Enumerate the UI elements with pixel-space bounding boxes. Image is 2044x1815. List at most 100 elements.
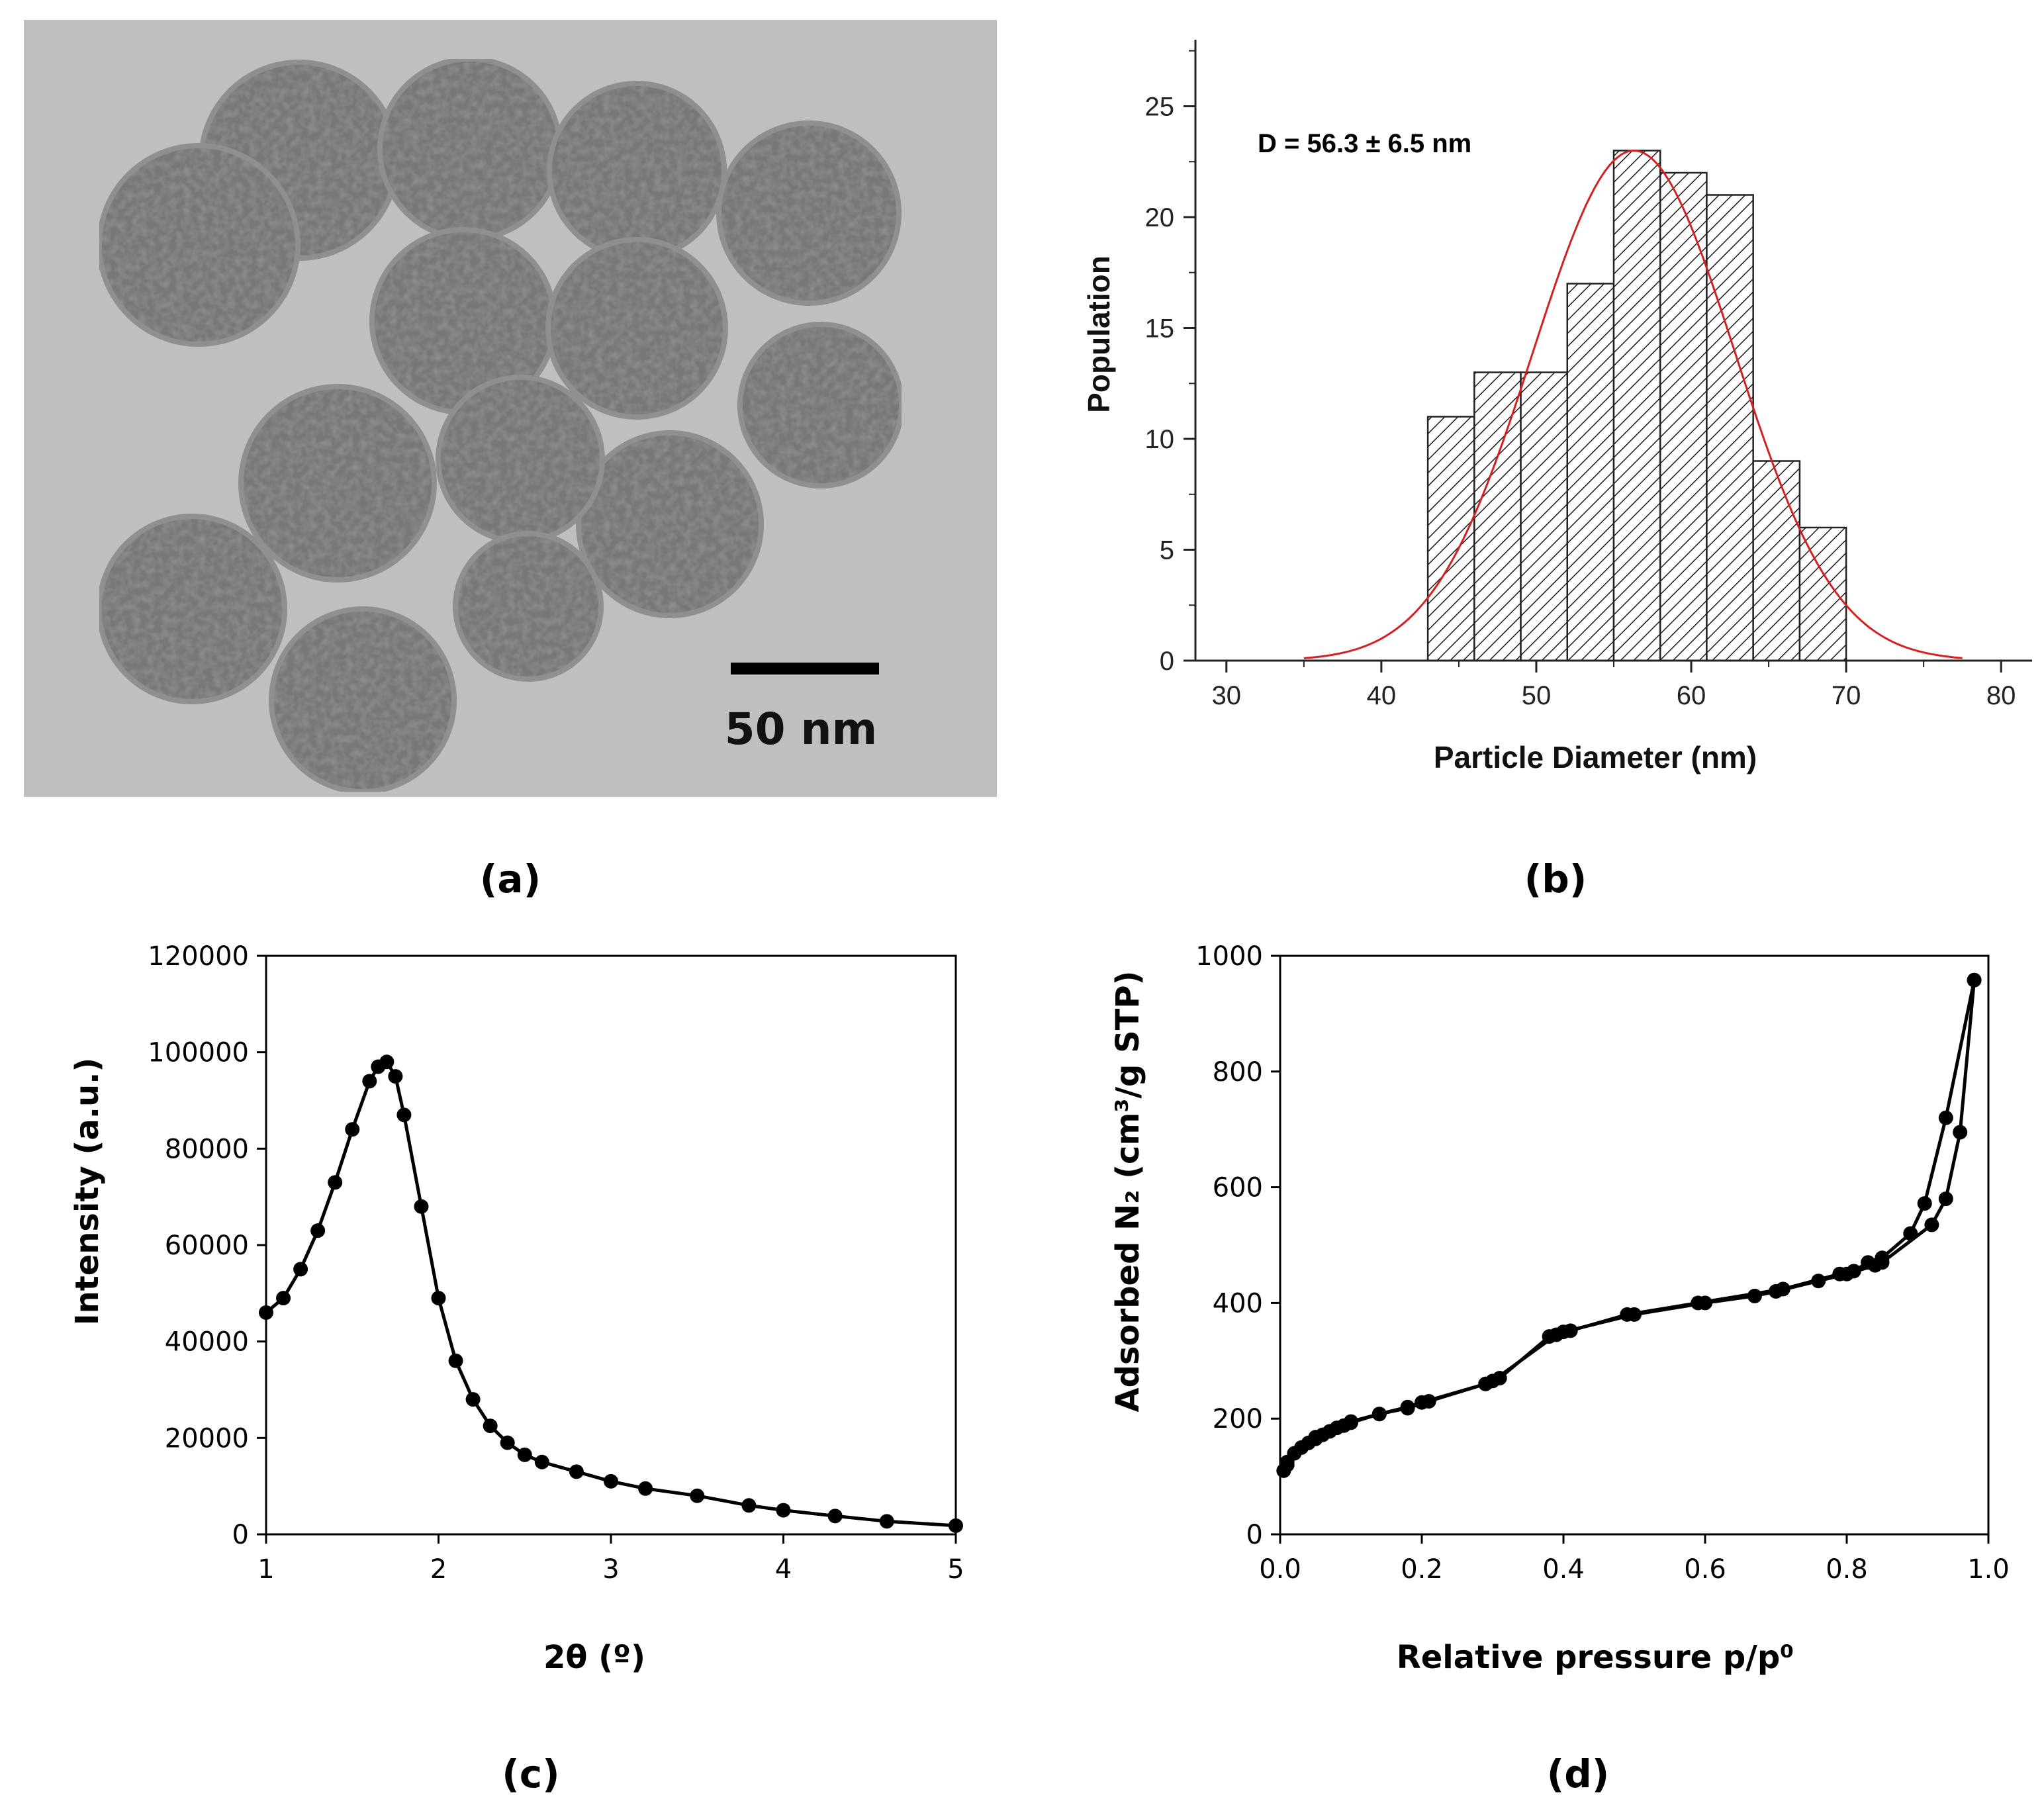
panel-label-b: (b) — [1524, 857, 1587, 902]
data-point — [500, 1435, 515, 1450]
data-point — [448, 1353, 463, 1368]
nanoparticle — [576, 430, 764, 618]
data-point — [534, 1454, 549, 1469]
desorption-point — [1861, 1255, 1876, 1270]
data-point — [259, 1305, 273, 1320]
y-axis-title: Adsorbed N₂ (cm³/g STP) — [1109, 970, 1146, 1412]
desorption-point — [1875, 1250, 1890, 1266]
data-point — [396, 1107, 412, 1123]
histogram-bar — [1473, 371, 1522, 662]
data-point — [379, 1054, 395, 1070]
nanoparticle — [737, 322, 904, 489]
nanoparticle — [269, 606, 457, 794]
x-axis-title: Relative pressure p/p⁰ — [1397, 1639, 1794, 1676]
nanoparticle — [716, 120, 902, 306]
x-tick-label: 60 — [1677, 681, 1706, 710]
x-tick-label: 1.0 — [1967, 1554, 2010, 1585]
desorption-point — [1492, 1371, 1507, 1386]
histogram-bar — [1612, 150, 1661, 662]
data-point — [949, 1518, 963, 1533]
data-point — [328, 1175, 343, 1190]
y-tick-label: 1000 — [1195, 941, 1263, 972]
y-tick-label: 80000 — [165, 1134, 249, 1164]
y-tick-label: 800 — [1213, 1057, 1263, 1088]
desorption-point — [1279, 1458, 1295, 1473]
x-tick-label: 2 — [430, 1554, 447, 1585]
data-point — [310, 1223, 326, 1238]
nanoparticle — [97, 143, 301, 347]
data-point — [345, 1122, 360, 1137]
scale-bar-label: 50 nm — [725, 704, 878, 755]
tem-micrograph: 50 nm — [24, 20, 997, 797]
desorption-point — [1421, 1393, 1436, 1409]
adsorption-point — [1924, 1217, 1939, 1233]
data-point — [638, 1481, 653, 1496]
plot-frame — [265, 954, 957, 1536]
adsorption-branch — [1281, 980, 1976, 1471]
nanoparticle-cluster — [97, 56, 904, 794]
x-tick-label: 0.2 — [1401, 1554, 1443, 1585]
nanoparticle — [377, 56, 563, 242]
y-tick-label: 100000 — [148, 1038, 249, 1068]
desorption-point — [1917, 1196, 1932, 1211]
data-point — [776, 1503, 791, 1518]
x-tick-label: 80 — [1986, 681, 2016, 710]
nanoparticle — [97, 514, 287, 704]
histogram-bar — [1798, 526, 1847, 662]
data-point — [362, 1074, 377, 1089]
nanoparticle — [238, 384, 437, 582]
saxs-pattern: 1 2 3 4 5 0 20000 40000 60000 80000 100000 120000 2… — [69, 941, 964, 1676]
histogram-bar — [1706, 194, 1754, 662]
y-tick-label: 25 — [1145, 93, 1175, 122]
data-point — [293, 1262, 308, 1277]
desorption-point — [1371, 1407, 1387, 1422]
nanoparticle — [453, 531, 604, 682]
adsorption-point — [1953, 1125, 1968, 1140]
adsorption-point — [1938, 1191, 1953, 1207]
x-tick-label: 30 — [1212, 681, 1242, 710]
x-tick-label: 0.4 — [1542, 1554, 1585, 1585]
histogram-bar — [1520, 371, 1569, 662]
x-tick-label: 70 — [1832, 681, 1861, 710]
desorption-point — [1344, 1414, 1358, 1429]
desorption-point — [1846, 1264, 1861, 1279]
histogram-bar — [1752, 460, 1801, 662]
x-tick-label: 40 — [1367, 681, 1397, 710]
plot-frame — [1279, 954, 1990, 1536]
desorption-point — [1478, 1376, 1493, 1391]
panel-label-a: (a) — [480, 857, 541, 902]
data-point — [483, 1419, 498, 1434]
desorption-branch — [1285, 980, 1976, 1466]
y-tick-label: 400 — [1213, 1288, 1263, 1319]
y-tick-label: 20000 — [165, 1423, 249, 1454]
panel-label-d: (d) — [1547, 1751, 1610, 1796]
panel-label-c: (c) — [502, 1751, 559, 1796]
y-tick-label: 0 — [1160, 647, 1174, 676]
desorption-point — [1967, 972, 1982, 988]
x-tick-label: 0.6 — [1684, 1554, 1726, 1585]
y-axis-title: Intensity (a.u.) — [69, 1058, 106, 1326]
data-point — [879, 1514, 894, 1529]
y-tick-label: 40000 — [165, 1327, 249, 1358]
histogram-bar — [1659, 171, 1708, 662]
histogram-bar — [1426, 416, 1475, 662]
data-point — [414, 1199, 429, 1214]
x-tick-label: 0.0 — [1259, 1554, 1301, 1585]
desorption-point — [1620, 1307, 1635, 1322]
y-tick-label: 0 — [1246, 1520, 1263, 1550]
n2-isotherm: 0.0 0.2 0.4 0.6 0.8 1.0 0 200 400 600 800 1000 Rela… — [1109, 941, 2010, 1676]
data-point — [604, 1473, 618, 1489]
y-tick-label: 5 — [1160, 536, 1174, 565]
y-tick-label: 120000 — [148, 941, 249, 972]
desorption-point — [1400, 1401, 1415, 1416]
x-tick-label: 5 — [947, 1554, 964, 1585]
y-tick-label: 200 — [1213, 1404, 1263, 1434]
y-tick-label: 600 — [1213, 1173, 1263, 1203]
data-point — [388, 1069, 403, 1084]
y-tick-label: 15 — [1145, 314, 1175, 344]
data-point — [465, 1392, 481, 1407]
desorption-point — [1563, 1323, 1578, 1338]
saxs-curve — [265, 1059, 956, 1528]
x-tick-label: 4 — [775, 1554, 792, 1585]
